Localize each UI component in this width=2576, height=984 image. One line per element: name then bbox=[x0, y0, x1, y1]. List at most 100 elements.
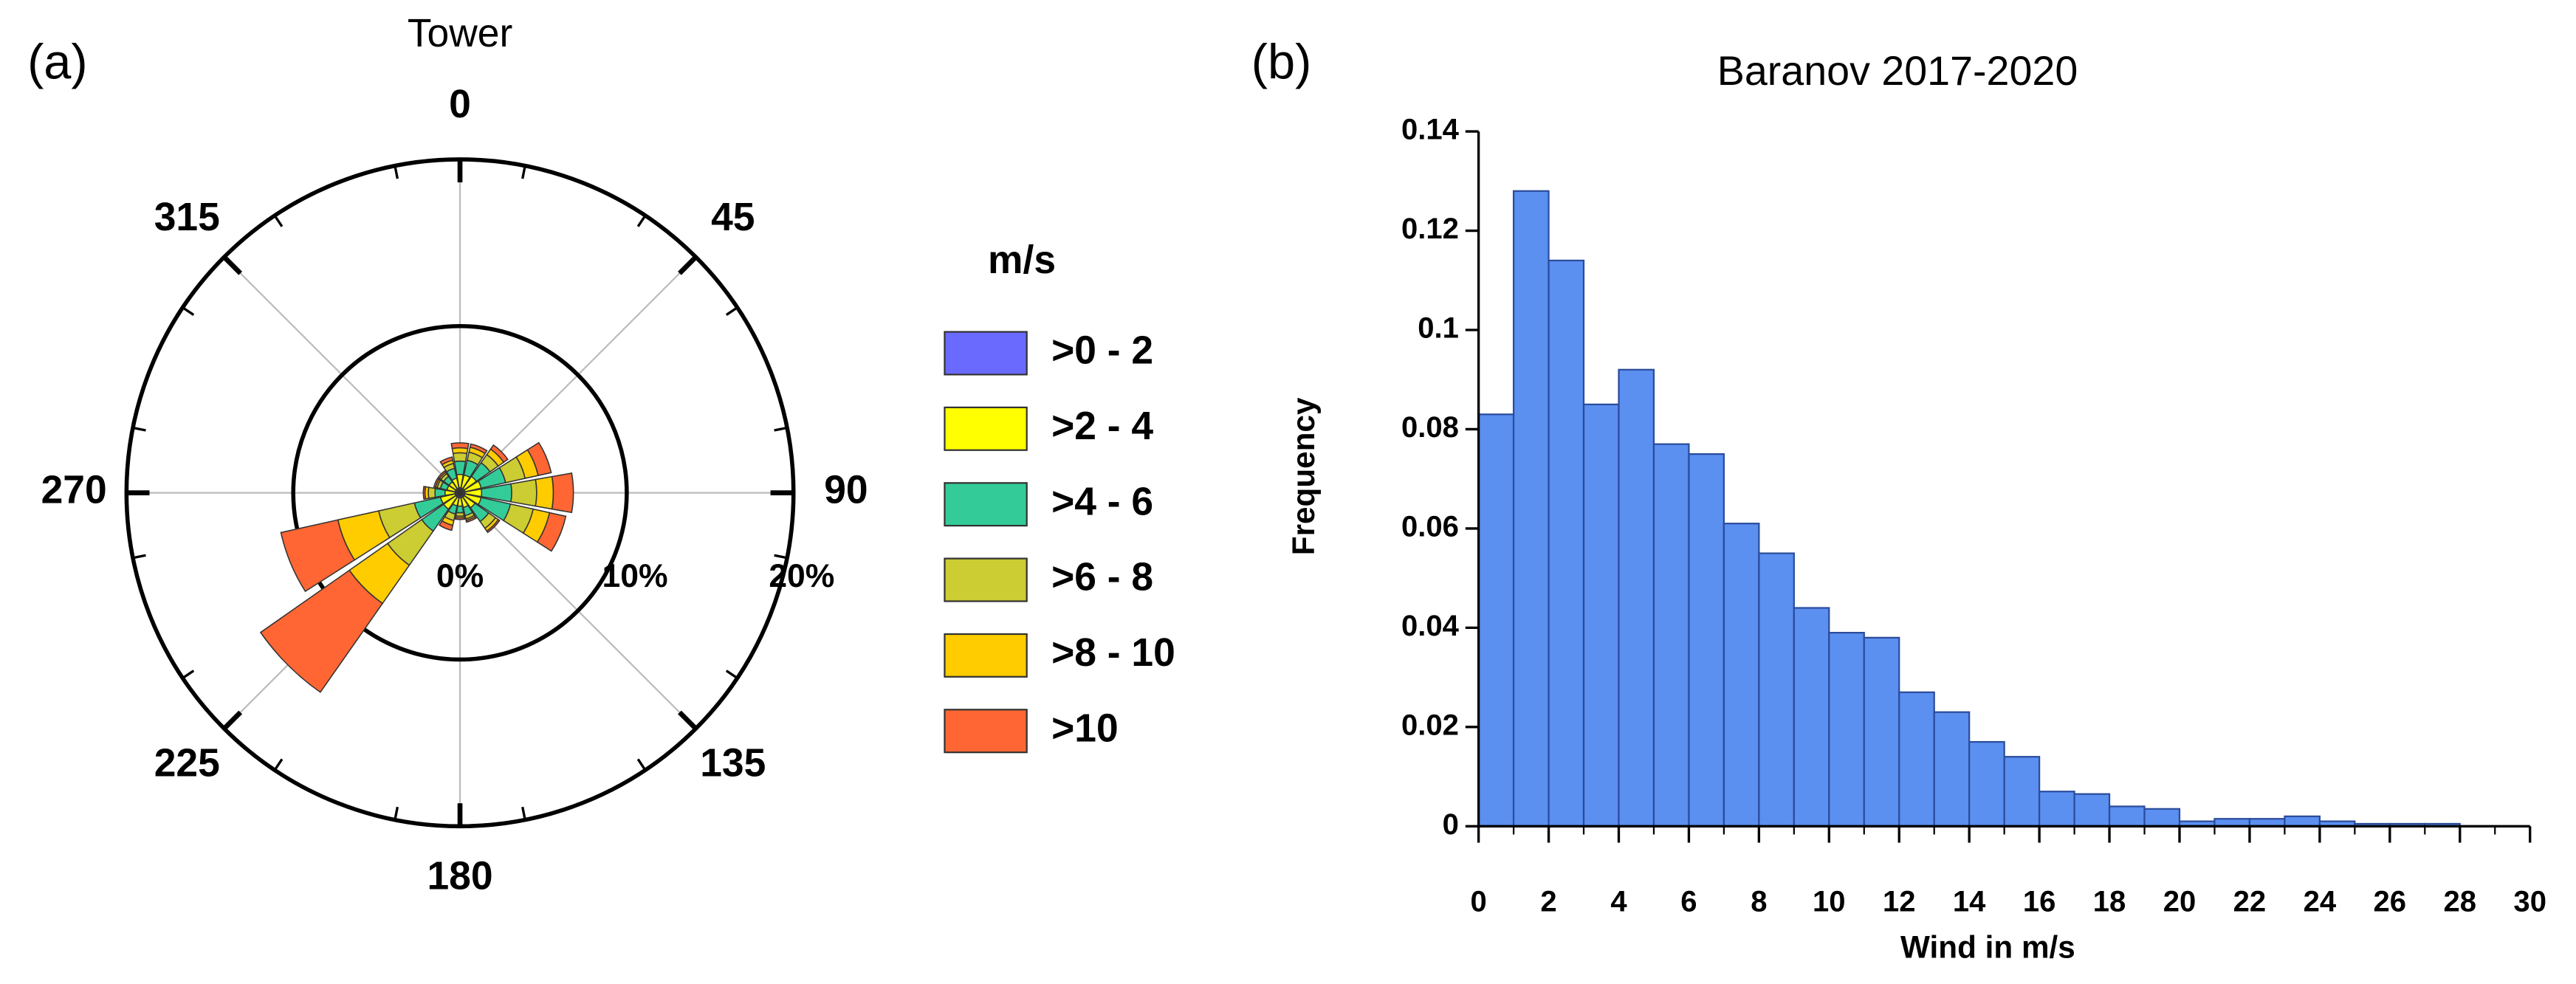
bar bbox=[1828, 632, 1865, 828]
legend-label: >10 bbox=[1051, 706, 1119, 750]
radial-grid bbox=[124, 157, 796, 829]
rose-segment bbox=[433, 478, 440, 489]
rose-segment bbox=[469, 443, 488, 455]
legend-swatch bbox=[944, 406, 1028, 451]
y-tick-label: 0.14 bbox=[1401, 114, 1460, 146]
minor-tick bbox=[182, 306, 195, 316]
legend-label: >4 - 6 bbox=[1051, 480, 1153, 523]
bar bbox=[2284, 815, 2321, 828]
minor-tick bbox=[394, 165, 399, 179]
legend-title: m/s bbox=[988, 238, 1056, 282]
y-tick-label: 0.08 bbox=[1401, 411, 1459, 444]
x-tick-label: 6 bbox=[1680, 885, 1697, 918]
x-tick-label: 16 bbox=[2023, 885, 2056, 918]
rose-segment bbox=[439, 520, 454, 531]
legend-swatch bbox=[944, 709, 1028, 754]
bar bbox=[2003, 756, 2041, 828]
rose-segment bbox=[453, 460, 467, 476]
bar bbox=[2143, 808, 2181, 828]
legend-label: >8 - 10 bbox=[1051, 631, 1175, 675]
bar bbox=[1968, 740, 2005, 828]
minor-tick bbox=[182, 670, 195, 679]
chart-title: Baranov 2017-2020 bbox=[1717, 48, 2078, 94]
rose-segment bbox=[452, 452, 468, 463]
angle-label: 135 bbox=[700, 741, 766, 785]
x-tick-label: 14 bbox=[1953, 885, 1986, 918]
rose-segment bbox=[439, 456, 454, 466]
minor-tick bbox=[636, 215, 647, 227]
legend-swatch bbox=[944, 482, 1028, 527]
bar bbox=[1758, 552, 1795, 828]
minor-tick bbox=[273, 215, 284, 227]
y-tick-label: 0.02 bbox=[1401, 709, 1459, 741]
bar bbox=[1688, 453, 1725, 828]
y-tick-label: 0.12 bbox=[1401, 213, 1459, 245]
minor-tick bbox=[636, 758, 647, 771]
rose-segment bbox=[510, 478, 537, 507]
bar bbox=[1618, 368, 1655, 828]
bar bbox=[1863, 636, 1900, 828]
rose-segment bbox=[280, 519, 356, 593]
rose-segment bbox=[490, 444, 509, 464]
radial-grid bbox=[291, 323, 629, 662]
minor-tick bbox=[394, 806, 399, 820]
rose-segment bbox=[526, 441, 552, 477]
y-tick-label: 0 bbox=[1443, 808, 1459, 841]
angle-label: 180 bbox=[427, 855, 492, 898]
bar bbox=[1477, 413, 1515, 828]
bar bbox=[1723, 523, 1760, 828]
x-tick-label: 26 bbox=[2374, 885, 2407, 918]
panel-label: (a) bbox=[27, 35, 88, 90]
angle-tick bbox=[222, 255, 243, 275]
rose-segment bbox=[465, 515, 477, 523]
legend-label: >6 - 8 bbox=[1051, 556, 1153, 599]
rose-segment bbox=[259, 569, 384, 693]
rose-segment bbox=[536, 512, 567, 552]
minor-tick bbox=[132, 426, 146, 432]
angle-label: 90 bbox=[824, 469, 868, 512]
bar bbox=[1793, 607, 1830, 828]
minor-tick bbox=[521, 165, 526, 179]
x-tick-label: 20 bbox=[2163, 885, 2197, 918]
x-tick-label: 0 bbox=[1470, 885, 1486, 918]
legend-swatch bbox=[944, 633, 1028, 678]
rose-segment bbox=[454, 517, 466, 520]
angle-tick bbox=[678, 710, 698, 731]
rose-segment bbox=[450, 442, 470, 450]
rose-segment bbox=[437, 469, 447, 480]
rose-segment bbox=[535, 475, 554, 510]
bar bbox=[2073, 793, 2111, 828]
y-axis-label: Frequency bbox=[1286, 397, 1321, 555]
bar bbox=[2108, 805, 2146, 828]
x-tick-label: 12 bbox=[1883, 885, 1916, 918]
x-tick-label: 30 bbox=[2513, 885, 2546, 918]
x-axis-label: Wind in m/s bbox=[1900, 929, 2075, 964]
panel-label: (b) bbox=[1251, 35, 1312, 90]
angle-tick bbox=[678, 255, 698, 275]
y-tick-label: 0.06 bbox=[1401, 511, 1459, 543]
minor-tick bbox=[725, 670, 738, 679]
bar bbox=[1548, 259, 1585, 828]
chart-title: Tower bbox=[408, 12, 512, 55]
x-tick-label: 10 bbox=[1813, 885, 1846, 918]
radial-tick-label: 20% bbox=[769, 558, 834, 594]
radial-tick-label: 10% bbox=[602, 558, 667, 594]
minor-tick bbox=[725, 306, 738, 316]
x-tick-label: 22 bbox=[2233, 885, 2267, 918]
minor-tick bbox=[273, 758, 284, 771]
bar bbox=[1652, 443, 1690, 828]
angle-label: 270 bbox=[41, 469, 107, 512]
legend-swatch bbox=[944, 331, 1028, 376]
radial-tick-label: 0% bbox=[436, 558, 484, 594]
bar bbox=[1933, 711, 1971, 828]
angle-label: 315 bbox=[154, 196, 220, 239]
x-tick-label: 4 bbox=[1610, 885, 1627, 918]
x-tick-label: 24 bbox=[2304, 885, 2337, 918]
bar bbox=[1582, 403, 1620, 828]
legend-swatch bbox=[944, 557, 1028, 602]
legend-label: >2 - 4 bbox=[1051, 405, 1153, 448]
angle-label: 45 bbox=[711, 196, 755, 239]
bar bbox=[2039, 791, 2075, 828]
minor-tick bbox=[521, 806, 526, 820]
